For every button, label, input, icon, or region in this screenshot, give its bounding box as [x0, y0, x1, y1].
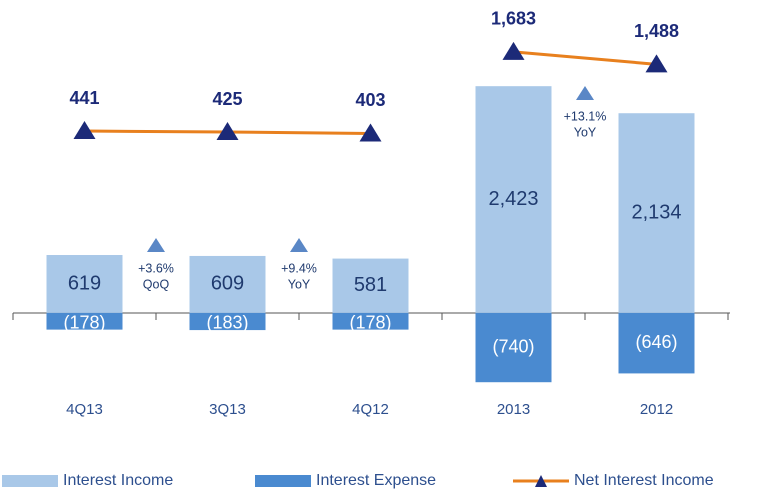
bar	[618, 312, 695, 374]
data-label: 609	[211, 273, 244, 295]
data-label: 1,488	[634, 21, 679, 41]
data-label: 1,683	[491, 9, 536, 29]
bar	[189, 255, 266, 313]
x-tick-label: 4Q12	[352, 401, 389, 418]
annotation: YoY	[574, 125, 597, 139]
data-label: 441	[69, 88, 99, 108]
x-tick-label: 4Q13	[66, 401, 103, 418]
line-marker	[502, 41, 525, 60]
annotation: +9.4%	[281, 261, 317, 275]
data-label: (646)	[635, 332, 677, 352]
annotation-arrow	[290, 238, 308, 252]
x-tick-label: 2012	[640, 401, 673, 418]
data-label: 403	[355, 90, 385, 110]
bar	[618, 113, 695, 313]
annotation: YoY	[288, 277, 311, 291]
legend-marker	[535, 475, 547, 487]
legend-label: Interest Income	[63, 472, 173, 489]
x-tick-label: 3Q13	[209, 401, 246, 418]
data-label: (178)	[349, 313, 391, 333]
bar	[475, 312, 552, 383]
data-label: 2,423	[488, 188, 538, 210]
data-label: 425	[212, 89, 242, 109]
legend-label: Interest Expense	[316, 472, 436, 489]
data-label: 2,134	[631, 201, 681, 223]
legend-swatch	[255, 475, 311, 487]
bar	[332, 312, 409, 330]
annotation-arrow	[147, 238, 165, 252]
bar	[189, 312, 266, 331]
data-label: (183)	[206, 313, 248, 333]
data-label: 581	[354, 274, 387, 296]
annotation: +3.6%	[138, 261, 174, 275]
x-tick-label: 2013	[497, 401, 530, 418]
line-marker	[645, 54, 668, 73]
legend-label: Net Interest Income	[574, 472, 714, 489]
bar	[46, 255, 123, 313]
data-label: (178)	[63, 313, 105, 333]
annotation: QoQ	[143, 277, 170, 291]
line-marker	[73, 121, 96, 140]
annotation-arrow	[576, 86, 594, 100]
line-marker	[216, 122, 239, 141]
data-label: (740)	[492, 336, 534, 356]
legend-swatch	[2, 475, 58, 487]
bar	[475, 86, 552, 313]
bar	[46, 312, 123, 330]
data-label: 619	[68, 272, 101, 294]
bar	[332, 258, 409, 313]
annotation: +13.1%	[564, 109, 607, 123]
line-marker	[359, 123, 382, 142]
line	[513, 50, 657, 66]
